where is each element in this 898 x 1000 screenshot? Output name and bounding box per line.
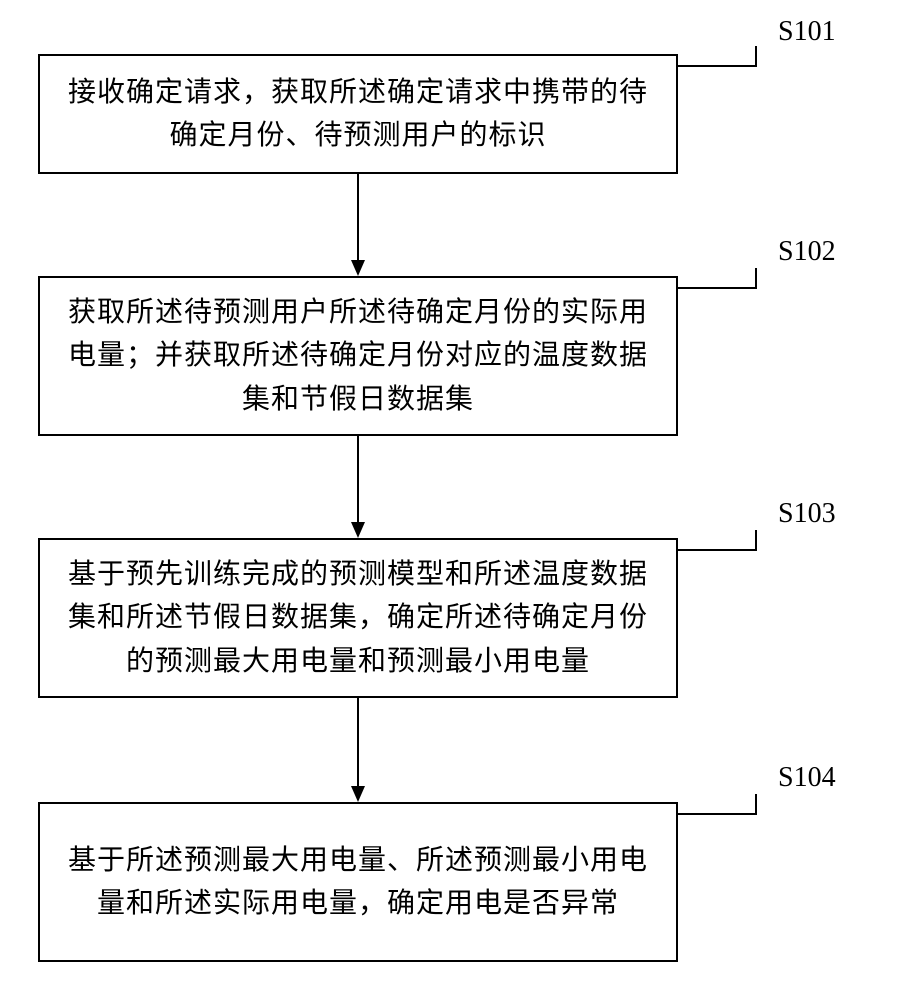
step-text-s103: 基于预先训练完成的预测模型和所述温度数据集和所述节假日数据集，确定所述待确定月份… [60,553,656,683]
flowchart-canvas: 接收确定请求，获取所述确定请求中携带的待确定月份、待预测用户的标识 获取所述待预… [0,0,898,1000]
step-text-s101: 接收确定请求，获取所述确定请求中携带的待确定月份、待预测用户的标识 [60,71,656,158]
step-box-s103: 基于预先训练完成的预测模型和所述温度数据集和所述节假日数据集，确定所述待确定月份… [38,538,678,698]
step-label-s102: S102 [778,236,836,268]
step-label-s101: S101 [778,16,836,48]
step-label-s103: S103 [778,498,836,530]
step-text-s104: 基于所述预测最大用电量、所述预测最小用电量和所述实际用电量，确定用电是否异常 [60,839,656,926]
step-label-s104: S104 [778,762,836,794]
step-box-s104: 基于所述预测最大用电量、所述预测最小用电量和所述实际用电量，确定用电是否异常 [38,802,678,962]
step-box-s101: 接收确定请求，获取所述确定请求中携带的待确定月份、待预测用户的标识 [38,54,678,174]
step-box-s102: 获取所述待预测用户所述待确定月份的实际用电量；并获取所述待确定月份对应的温度数据… [38,276,678,436]
step-text-s102: 获取所述待预测用户所述待确定月份的实际用电量；并获取所述待确定月份对应的温度数据… [60,291,656,421]
